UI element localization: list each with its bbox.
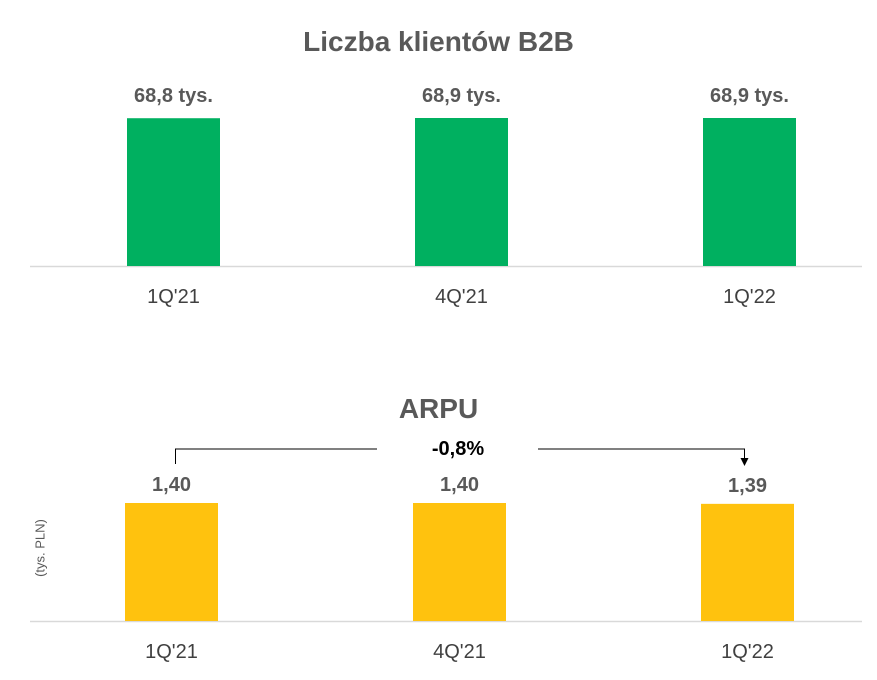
chart-title-arpu: ARPU (398, 393, 479, 424)
bar-4Q'21 (413, 503, 506, 621)
bar-4Q'21 (415, 118, 508, 266)
x-tick-label: 1Q'22 (721, 641, 774, 663)
bar-1Q'21 (125, 503, 218, 621)
bar-1Q'22 (703, 118, 796, 266)
x-tick-label: 4Q'21 (435, 286, 488, 308)
data-label: 1,40 (152, 474, 191, 496)
data-label: 68,9 tys. (422, 85, 501, 107)
annotation-line-left (175, 448, 377, 464)
x-tick-label: 1Q'21 (145, 641, 198, 663)
data-label: 68,8 tys. (134, 85, 213, 107)
x-tick-label: 1Q'22 (723, 286, 776, 308)
data-label: 1,40 (440, 474, 479, 496)
chart-title-b2b: Liczba klientów B2B (303, 26, 574, 57)
arrowhead-icon (740, 458, 749, 466)
annotation-line-right (538, 448, 745, 460)
bar-1Q'22 (701, 503, 794, 621)
x-tick-label: 1Q'21 (147, 286, 200, 308)
bar-1Q'21 (127, 118, 220, 266)
change-annotation: -0,8% (431, 438, 485, 460)
data-label: 1,39 (728, 475, 767, 497)
x-tick-label: 4Q'21 (433, 641, 486, 663)
data-label: 68,9 tys. (710, 85, 789, 107)
